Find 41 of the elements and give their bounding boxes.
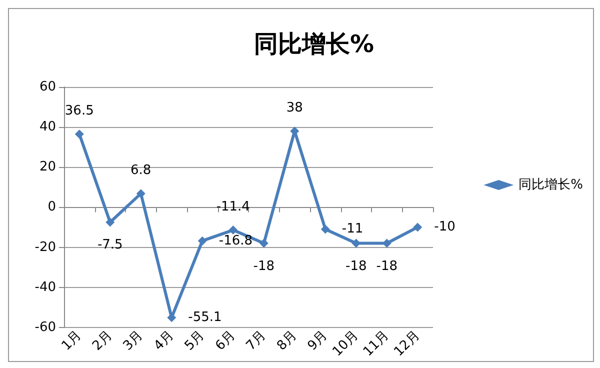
x-tick-label: 12月 xyxy=(391,328,423,360)
data-label: -11 xyxy=(342,222,364,237)
x-tick-label: 7月 xyxy=(244,328,270,354)
point xyxy=(320,224,330,234)
x-tick-label: 1月 xyxy=(59,328,85,354)
x-tick-label: 8月 xyxy=(274,328,300,354)
data-label: -55.1 xyxy=(188,310,222,326)
data-label: -7.5 xyxy=(97,238,123,253)
data-label: -18 xyxy=(253,258,274,274)
data-label: 6.8 xyxy=(130,163,152,178)
x-tick-label: 2月 xyxy=(90,328,116,354)
chart-title: 同比增长% xyxy=(254,30,374,58)
x-tick-label: 5月 xyxy=(182,328,208,354)
y-tick-label: 0 xyxy=(48,200,56,215)
point xyxy=(198,236,207,246)
point xyxy=(136,189,146,198)
point xyxy=(228,226,238,235)
data-label: -16.8 xyxy=(218,233,253,248)
legend-label: 同比增长% xyxy=(518,178,584,192)
data-label: -18 xyxy=(346,258,367,274)
y-tick-label: 20 xyxy=(39,160,56,175)
y-tick-label: -60 xyxy=(34,320,56,335)
point xyxy=(413,222,422,232)
x-tick-label: 10月 xyxy=(330,328,362,360)
point xyxy=(259,238,268,248)
data-label: 38 xyxy=(286,100,303,116)
data-label: -11.4 xyxy=(216,200,250,215)
y-tick-label: 40 xyxy=(39,120,56,135)
y-tick-label: -40 xyxy=(34,280,56,295)
point xyxy=(106,218,115,227)
y-tick-label: -20 xyxy=(34,240,56,255)
x-tick-label: 3月 xyxy=(120,328,146,354)
x-tick-label: 6月 xyxy=(212,328,238,354)
x-tick-label: 9月 xyxy=(305,328,331,354)
data-label: 36.5 xyxy=(64,104,94,119)
x-tick-label: 11月 xyxy=(360,328,392,360)
y-tick-label: 60 xyxy=(39,80,56,94)
x-tick-label: 4月 xyxy=(151,328,177,354)
point xyxy=(74,130,84,139)
data-label: -10 xyxy=(434,220,456,235)
data-label: -18 xyxy=(376,258,398,274)
